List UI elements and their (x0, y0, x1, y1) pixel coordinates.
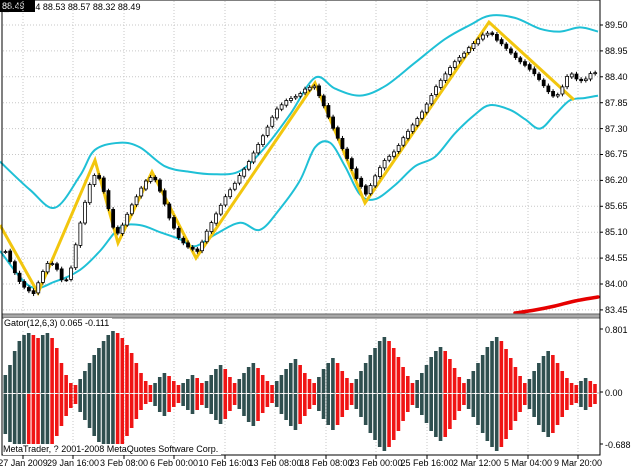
time-axis-label: 5 Mar 04:00 (503, 458, 553, 468)
time-axis-label: 18 Feb 08:00 (299, 458, 353, 468)
time-axis-label: 3 Feb 08:00 (99, 458, 149, 468)
price-axis-label: 84.00 (605, 278, 628, 289)
red-trend-segment (513, 295, 600, 315)
indicator-axis-label: 0.00 (605, 388, 623, 398)
time-axis-label: 13 Feb 08:00 (248, 458, 302, 468)
time-axis-label: 27 Jan 2009 (0, 458, 48, 468)
price-axis-label: 84.55 (605, 253, 628, 264)
price-axis-label: 89.50 (605, 20, 628, 30)
chart-frame (1, 0, 603, 459)
time-axis-label: 6 Feb 00:00 (149, 458, 199, 468)
price-axis-label: 85.10 (605, 227, 628, 238)
time-axis-label: 29 Jan 16:00 (46, 458, 100, 468)
bollinger-upper-band (0, 14, 599, 209)
price-axis-label: 88.95 (605, 45, 628, 56)
price-axis-label: 87.85 (605, 97, 628, 108)
time-axis-label: 23 Feb 00:00 (349, 458, 403, 468)
candles-group (3, 30, 598, 297)
current-price-tag: 88.49 (0, 0, 35, 12)
symbol-ohlc-label: _DXY,H4 88.53 88.57 88.32 88.49 (4, 2, 141, 12)
price-axis-label: 86.20 (605, 175, 628, 186)
time-axis-label: 9 Mar 20:00 (553, 458, 603, 468)
indicator-axis-label: 0.801 (605, 325, 628, 335)
gator-histogram (3, 331, 597, 452)
price-axis-label: 86.75 (605, 149, 628, 160)
gator-indicator-label: Gator(12,6,3) 0.065 -0.111 (4, 318, 113, 329)
bollinger-bands (0, 14, 599, 290)
indicator-axis-label: -0.688 (605, 440, 631, 450)
time-axis-label: 25 Feb 16:00 (400, 458, 454, 468)
time-axis-label: 10 Feb 16:00 (198, 458, 252, 468)
copyright-label: MetaTrader, ? 2001-2008 MetaQuotes Softw… (3, 444, 222, 455)
price-axis-label: 85.65 (605, 201, 628, 212)
zigzag-line (0, 19, 576, 297)
time-axis-label: 2 Mar 12:00 (452, 458, 502, 468)
price-axis-label: 83.45 (605, 304, 628, 315)
price-axis-label: 88.40 (605, 71, 628, 82)
price-axis-label: 87.30 (605, 123, 628, 134)
